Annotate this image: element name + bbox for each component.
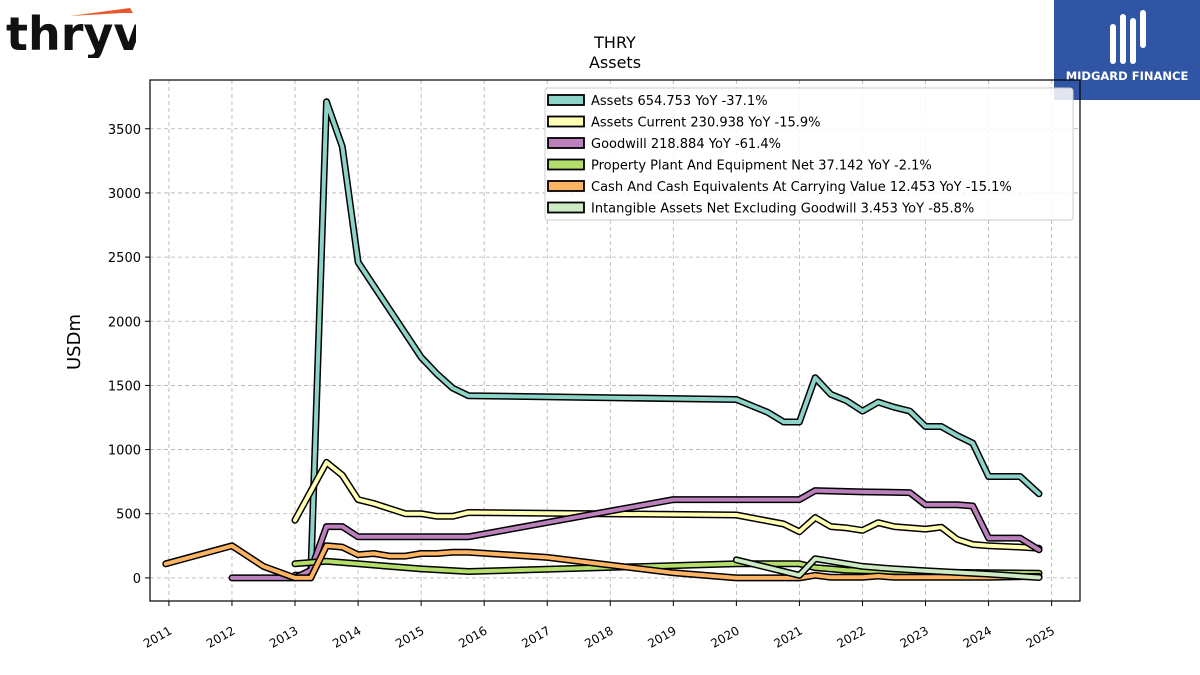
- y-tick-label: 2000: [108, 315, 141, 330]
- legend-swatch: [547, 180, 585, 192]
- x-tick-label: 2020: [708, 623, 741, 650]
- legend-item: Goodwill 218.884 YoY -61.4%: [547, 137, 781, 152]
- midgard-logo-text: MIDGARD FINANCE: [1066, 69, 1189, 83]
- y-tick-label: 0: [133, 572, 141, 587]
- y-tick-label: 2500: [108, 251, 141, 266]
- logo-swoosh: [70, 8, 133, 16]
- legend-swatch: [547, 115, 585, 128]
- legend-swatch: [547, 137, 585, 149]
- legend-label: Intangible Assets Net Excluding Goodwill…: [591, 202, 974, 217]
- legend: Assets 654.753 YoY -37.1% Assets Current …: [544, 87, 1074, 221]
- x-tick-label: 2019: [645, 623, 678, 650]
- legend-label: Assets 654.753 YoY -37.1%: [591, 94, 768, 109]
- legend-label: Assets Current 230.938 YoY -15.9%: [591, 116, 821, 131]
- x-tick-label: 2023: [898, 623, 931, 650]
- legend-swatch: [547, 158, 585, 171]
- series-intangible-assets-net-excluding-goodwill: [732, 555, 1043, 581]
- series-line: [734, 556, 1041, 580]
- series-assets: [291, 98, 1043, 579]
- series-line: [163, 543, 1041, 580]
- thryv-logo-text: thryv: [6, 7, 136, 58]
- y-axis-label: USDm: [64, 314, 85, 370]
- legend-item: Property Plant And Equipment Net 37.142 …: [547, 158, 932, 174]
- chart-title: THRY: [593, 33, 636, 52]
- x-tick-label: 2011: [141, 623, 174, 650]
- y-axis-ticks: 0 500 1000 1500 2000 2500 3000 3500: [108, 123, 150, 587]
- legend-label: Property Plant And Equipment Net 37.142 …: [591, 159, 932, 174]
- legend-label: Cash And Cash Equivalents At Carrying Va…: [591, 180, 1012, 195]
- thryv-logo-mark: thryv: [6, 7, 143, 61]
- x-tick-label: 2012: [204, 623, 237, 650]
- legend-item: Cash And Cash Equivalents At Carrying Va…: [547, 180, 1012, 195]
- series-lines: [162, 98, 1043, 582]
- series-cash-and-cash-equivalents-at-carrying-value: [162, 542, 1043, 582]
- series-assets-current: [291, 458, 1043, 552]
- y-tick-label: 1500: [108, 379, 141, 394]
- x-tick-label: 2025: [1024, 623, 1057, 650]
- chart-subtitle: Assets: [589, 53, 641, 72]
- x-tick-label: 2016: [456, 623, 489, 650]
- x-tick-label: 2021: [771, 623, 804, 650]
- plot-frame: [149, 79, 1081, 602]
- legend-swatch: [547, 94, 585, 106]
- y-tick-label: 1000: [108, 444, 141, 459]
- legend-item: Intangible Assets Net Excluding Goodwill…: [547, 201, 974, 217]
- x-tick-label: 2022: [835, 623, 868, 650]
- legend-item: Assets 654.753 YoY -37.1%: [547, 94, 768, 109]
- series-line: [293, 460, 1041, 551]
- y-tick-label: 3000: [108, 187, 141, 202]
- x-tick-label: 2024: [961, 623, 994, 650]
- legend-label: Goodwill 218.884 YoY -61.4%: [591, 137, 781, 152]
- series-line: [293, 99, 1041, 578]
- midgard-finance-logo: MIDGARD FINANCE: [1054, 0, 1200, 100]
- x-tick-label: 2015: [393, 623, 426, 650]
- x-tick-label: 2018: [582, 623, 615, 650]
- midgard-logo-mark: MIDGARD FINANCE: [1066, 10, 1189, 83]
- x-tick-label: 2014: [330, 623, 363, 650]
- y-tick-label: 3500: [108, 123, 141, 138]
- x-tick-label: 2013: [267, 623, 300, 650]
- thryv-logo: thryv: [6, 2, 143, 61]
- x-tick-label: 2017: [519, 623, 552, 650]
- y-tick-label: 500: [116, 508, 141, 523]
- midgard-emblem-icon: [1110, 10, 1146, 64]
- x-axis-ticks: 2011 2012 2013 2014 2015 2016 2017 2018 2019 2020…: [141, 601, 1057, 651]
- series-goodwill: [228, 487, 1043, 582]
- legend-box: [544, 87, 1074, 221]
- legend-swatch: [547, 201, 585, 214]
- legend-item: Assets Current 230.938 YoY -15.9%: [547, 115, 821, 131]
- series-line: [230, 488, 1041, 580]
